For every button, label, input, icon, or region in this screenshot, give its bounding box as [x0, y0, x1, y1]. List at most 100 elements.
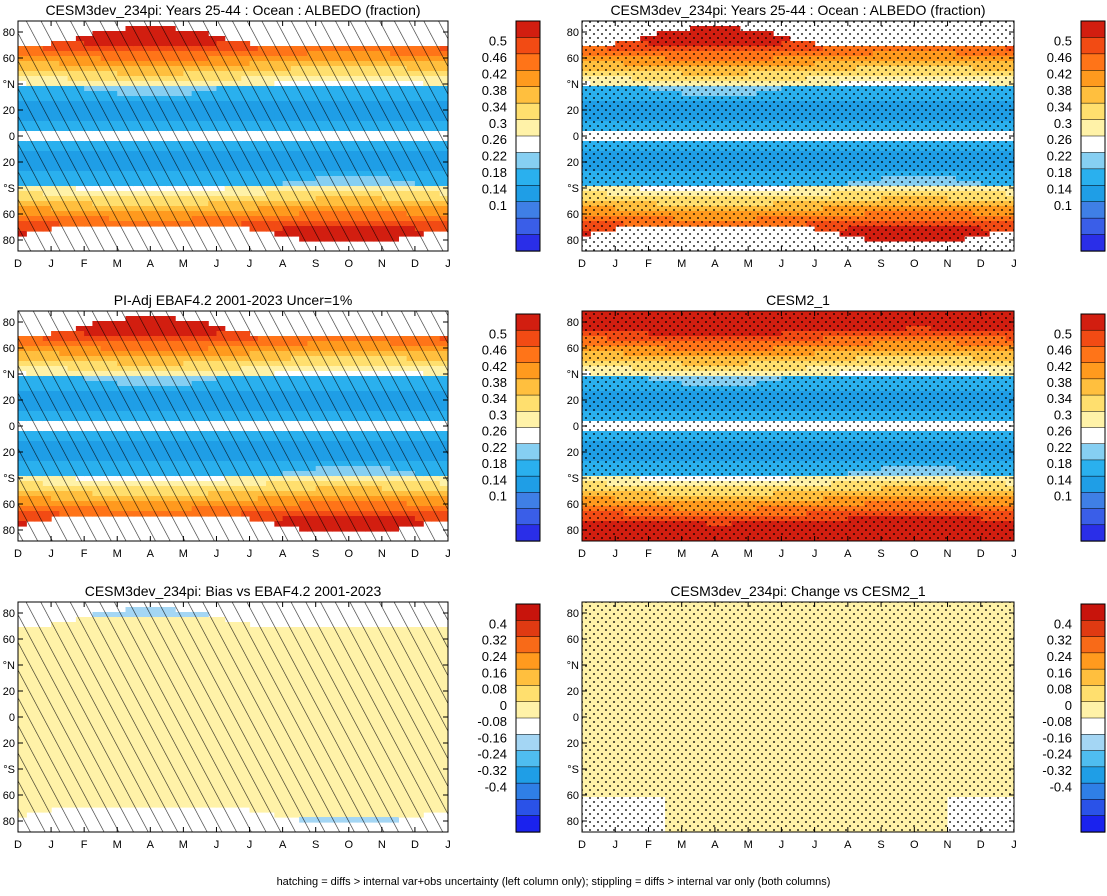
x-tick-label: A [279, 258, 287, 270]
y-tick-label: 80 [567, 816, 579, 828]
x-tick-label: J [779, 839, 785, 851]
colorbar-label: 0.1 [489, 489, 507, 504]
field-layer [582, 602, 1015, 833]
y-tick-label: °S [3, 183, 15, 195]
colorbar-label: 0.24 [482, 649, 507, 664]
colorbar-label: 0.34 [482, 99, 507, 114]
colorbar-label: 0.42 [1047, 359, 1072, 374]
x-tick-label: J [214, 548, 220, 560]
x-tick-label: M [677, 548, 686, 560]
y-tick-label: 0 [573, 131, 579, 143]
x-tick-label: M [744, 839, 753, 851]
colorbar-label: 0.38 [1047, 375, 1072, 390]
y-tick-label: 60 [3, 53, 15, 65]
x-tick-label: J [779, 548, 785, 560]
y-tick-label: °S [3, 764, 15, 776]
colorbar-label: 0.32 [482, 633, 507, 648]
field-layer [582, 21, 1015, 251]
x-tick-label: D [14, 548, 22, 560]
y-tick-label: 80 [3, 608, 15, 620]
colorbar-label: -0.4 [1050, 779, 1072, 794]
y-tick-label: °S [567, 183, 579, 195]
x-tick-label: S [312, 258, 319, 270]
colorbar: 0.50.460.420.380.340.30.260.220.180.140.… [482, 21, 540, 251]
colorbar: 0.50.460.420.380.340.30.260.220.180.140.… [1047, 314, 1105, 541]
x-tick-label: M [744, 548, 753, 560]
colorbar-label: 0.3 [489, 116, 507, 131]
colorbar-label: 0.5 [1054, 34, 1072, 49]
x-tick-label: S [877, 548, 884, 560]
stipple-overlay [582, 602, 1014, 832]
x-tick-label: M [677, 258, 686, 270]
x-tick-label: D [14, 258, 22, 270]
x-tick-label: M [113, 839, 122, 851]
colorbar-label: 0.18 [1047, 456, 1072, 471]
colorbar-label: 0 [1065, 698, 1072, 713]
colorbar-label: 0.14 [1047, 182, 1072, 197]
colorbar-label: 0.1 [1054, 489, 1072, 504]
panel-title: CESM2_1 [766, 292, 830, 308]
colorbar-label: 0.3 [489, 407, 507, 422]
x-tick-label: F [81, 839, 88, 851]
x-tick-label: A [711, 548, 719, 560]
colorbar-label: 0.38 [482, 83, 507, 98]
colorbar-label: 0.16 [1047, 665, 1072, 680]
x-tick-label: A [147, 258, 155, 270]
y-tick-label: 80 [567, 27, 579, 39]
y-tick-label: 0 [9, 421, 15, 433]
x-tick-label: M [744, 258, 753, 270]
x-tick-label: J [247, 258, 253, 270]
x-tick-label: D [977, 258, 985, 270]
colorbar-label: 0.26 [1047, 424, 1072, 439]
x-tick-label: M [113, 258, 122, 270]
x-tick-label: M [179, 548, 188, 560]
colorbar: 0.50.460.420.380.340.30.260.220.180.140.… [482, 314, 540, 541]
x-tick-label: F [81, 258, 88, 270]
x-tick-label: F [645, 839, 652, 851]
y-tick-label: 20 [567, 447, 579, 459]
colorbar-label: 0.18 [482, 456, 507, 471]
y-tick-label: °N [3, 79, 15, 91]
y-tick-label: 60 [3, 499, 15, 511]
x-tick-label: J [247, 839, 253, 851]
x-tick-label: J [48, 548, 54, 560]
x-tick-label: D [578, 839, 586, 851]
panel-title: CESM3dev_234pi: Years 25-44 : Ocean : AL… [45, 2, 420, 18]
x-tick-label: O [344, 258, 353, 270]
y-tick-label: 20 [567, 395, 579, 407]
x-tick-label: A [711, 258, 719, 270]
colorbar-label: 0.42 [482, 67, 507, 82]
x-tick-label: J [247, 548, 253, 560]
panel-2: CESM3dev_234pi: Years 25-44 : Ocean : AL… [567, 2, 1105, 270]
x-tick-label: J [214, 258, 220, 270]
y-tick-label: 20 [3, 157, 15, 169]
x-tick-label: M [179, 258, 188, 270]
colorbar-label: -0.16 [477, 730, 507, 745]
colorbar-label: -0.24 [477, 747, 507, 762]
hatch-overlay [18, 602, 448, 832]
y-tick-label: 20 [3, 105, 15, 117]
y-tick-label: °S [567, 473, 579, 485]
colorbar-label: 0.38 [1047, 83, 1072, 98]
x-tick-label: D [411, 839, 419, 851]
colorbar-label: -0.16 [1042, 730, 1072, 745]
colorbar-label: 0.46 [482, 343, 507, 358]
colorbar-label: -0.24 [1042, 747, 1072, 762]
x-tick-label: F [645, 548, 652, 560]
x-tick-label: J [612, 258, 618, 270]
y-tick-label: 60 [567, 209, 579, 221]
colorbar-label: 0.3 [1054, 116, 1072, 131]
y-tick-label: °N [567, 369, 579, 381]
y-tick-label: 80 [567, 235, 579, 247]
stipple-overlay [582, 21, 1014, 251]
colorbar-label: 0.1 [1054, 198, 1072, 213]
x-tick-label: S [877, 839, 884, 851]
y-tick-label: 60 [567, 634, 579, 646]
y-tick-label: 20 [3, 395, 15, 407]
y-tick-label: 60 [567, 499, 579, 511]
x-tick-label: D [411, 258, 419, 270]
